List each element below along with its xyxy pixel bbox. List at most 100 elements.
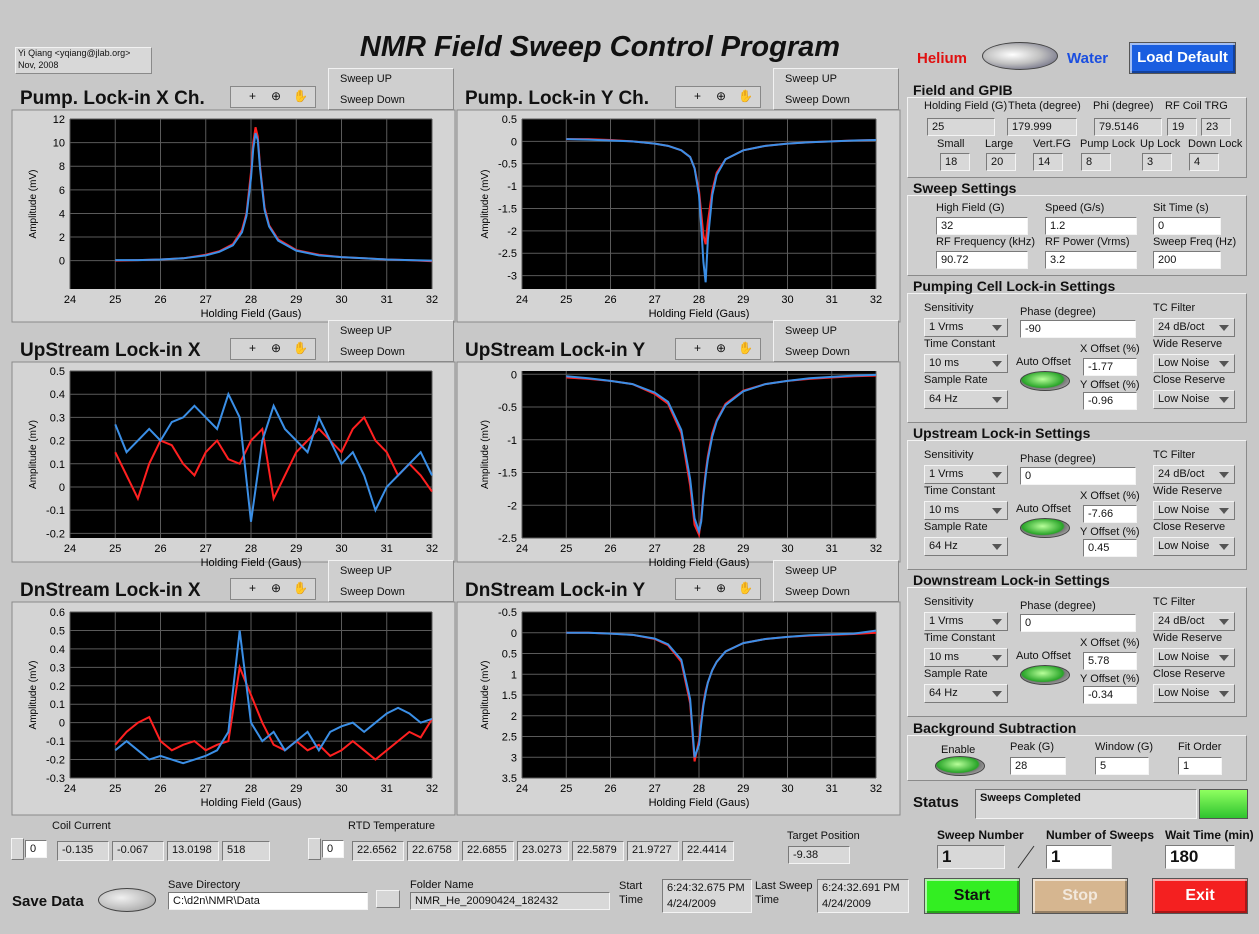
dropdown-arrow <box>1219 472 1229 478</box>
dropdown[interactable]: 1 Vrms <box>924 612 1008 631</box>
value-box: 19 <box>1167 118 1197 136</box>
x-tick-label: 24 <box>516 543 528 555</box>
legend <box>773 68 899 110</box>
value-box[interactable]: -90 <box>1020 320 1136 338</box>
stop-button[interactable]: Stop <box>1032 878 1128 914</box>
y-tick-label: -0.2 <box>46 528 65 540</box>
label: X Offset (%) <box>1080 343 1140 355</box>
dropdown[interactable]: 1 Vrms <box>924 465 1008 484</box>
dropdown[interactable]: Low Noise <box>1153 537 1235 556</box>
value-box[interactable]: 1.2 <box>1045 217 1137 235</box>
y-tick-label: 0.3 <box>50 412 65 424</box>
start-button[interactable]: Start <box>924 878 1020 914</box>
value-box[interactable]: 0 <box>322 840 344 858</box>
label: Target Position <box>787 830 860 842</box>
browse-button[interactable] <box>376 890 400 908</box>
value-box: 23 <box>1201 118 1231 136</box>
y-tick-label: -0.2 <box>46 755 65 767</box>
dropdown-arrow <box>1219 361 1229 367</box>
label: Sweep Settings <box>913 180 1017 196</box>
dropdown[interactable]: 10 ms <box>924 501 1008 520</box>
y-tick-label: -0.5 <box>498 402 517 414</box>
dropdown-arrow <box>992 508 1002 514</box>
label: Sweep UP <box>785 325 837 337</box>
value-box[interactable]: 90.72 <box>936 251 1028 269</box>
mode-switch[interactable] <box>982 42 1058 70</box>
dropdown[interactable]: Low Noise <box>1153 501 1235 520</box>
x-axis-label: Holding Field (Gaus) <box>201 797 302 809</box>
y-tick-label: 0 <box>59 718 65 730</box>
dropdown-arrow <box>992 361 1002 367</box>
value-box[interactable]: 3.2 <box>1045 251 1137 269</box>
dropdown-arrow <box>992 691 1002 697</box>
toggle-button[interactable] <box>98 888 156 912</box>
dropdown[interactable]: Low Noise <box>1153 354 1235 373</box>
label: Status <box>913 794 959 811</box>
value-box[interactable]: -0.34 <box>1083 686 1137 704</box>
dropdown-arrow <box>992 544 1002 550</box>
value-box[interactable]: -0.96 <box>1083 392 1137 410</box>
value-box[interactable]: 0 <box>25 840 47 858</box>
label: Speed (G/s) <box>1045 202 1105 214</box>
value-box[interactable]: 0 <box>1020 467 1136 485</box>
dropdown[interactable]: 1 Vrms <box>924 318 1008 337</box>
value-box[interactable]: -7.66 <box>1083 505 1137 523</box>
value-box[interactable]: 0 <box>1153 217 1221 235</box>
legend <box>328 68 454 110</box>
value-box[interactable]: -1.77 <box>1083 358 1137 376</box>
label: RTD Temperature <box>348 820 436 832</box>
y-tick-label: 1 <box>511 669 517 681</box>
value-box: 179.999 <box>1007 118 1077 136</box>
load-default-button[interactable]: Load Default <box>1129 42 1236 74</box>
value-box: 6:24:32.675 PM 4/24/2009 <box>662 879 752 913</box>
value-box[interactable]: 0.45 <box>1083 539 1137 557</box>
value-box[interactable]: 0 <box>1020 614 1136 632</box>
value-box: -0.067 <box>112 841 164 861</box>
value-box: 23.0273 <box>517 841 569 861</box>
label: High Field (G) <box>936 202 1005 214</box>
x-axis-label: Holding Field (Gaus) <box>649 557 750 569</box>
x-tick-label: 26 <box>604 783 616 795</box>
dropdown[interactable]: 10 ms <box>924 354 1008 373</box>
exit-button[interactable]: Exit <box>1152 878 1248 914</box>
index-spinner[interactable] <box>308 838 321 860</box>
data-line <box>566 373 877 536</box>
toggle-button[interactable] <box>1020 371 1070 391</box>
dropdown[interactable]: 24 dB/oct <box>1153 612 1235 631</box>
label: Pump. Lock-in Y Ch. <box>465 88 650 109</box>
dropdown[interactable]: Low Noise <box>1153 390 1235 409</box>
value-box[interactable]: 5.78 <box>1083 652 1137 670</box>
value-box[interactable]: C:\d2n\NMR\Data <box>168 892 368 910</box>
value-box[interactable]: 200 <box>1153 251 1221 269</box>
dropdown[interactable]: 24 dB/oct <box>1153 318 1235 337</box>
dropdown[interactable]: 64 Hz <box>924 684 1008 703</box>
label: Auto Offset <box>1016 356 1071 368</box>
label: RF Coil TRG <box>1165 100 1228 112</box>
value-box[interactable]: 5 <box>1095 757 1149 775</box>
toggle-button[interactable] <box>935 756 985 776</box>
x-tick-label: 32 <box>426 543 438 555</box>
status-led <box>1199 789 1248 819</box>
y-tick-label: -1 <box>507 435 517 447</box>
dropdown[interactable]: 24 dB/oct <box>1153 465 1235 484</box>
label: Nov, 2008 <box>18 60 59 70</box>
index-spinner[interactable] <box>11 838 24 860</box>
label: Sweep Down <box>785 346 850 358</box>
label: Sweep Down <box>340 346 405 358</box>
value-box[interactable]: 1 <box>1178 757 1222 775</box>
toggle-button[interactable] <box>1020 665 1070 685</box>
label: Large <box>985 138 1014 150</box>
label: Upstream Lock-in Settings <box>913 425 1091 441</box>
y-tick-label: 0.4 <box>50 644 65 656</box>
y-tick-label: -2 <box>507 226 517 238</box>
dropdown[interactable]: Low Noise <box>1153 648 1235 667</box>
dropdown[interactable]: Low Noise <box>1153 684 1235 703</box>
toggle-button[interactable] <box>1020 518 1070 538</box>
y-tick-label: -2.5 <box>498 533 517 545</box>
value-box[interactable]: 32 <box>936 217 1028 235</box>
dropdown[interactable]: 10 ms <box>924 648 1008 667</box>
value-box[interactable]: 28 <box>1010 757 1066 775</box>
separator-slash <box>1017 845 1035 869</box>
dropdown[interactable]: 64 Hz <box>924 537 1008 556</box>
dropdown[interactable]: 64 Hz <box>924 390 1008 409</box>
